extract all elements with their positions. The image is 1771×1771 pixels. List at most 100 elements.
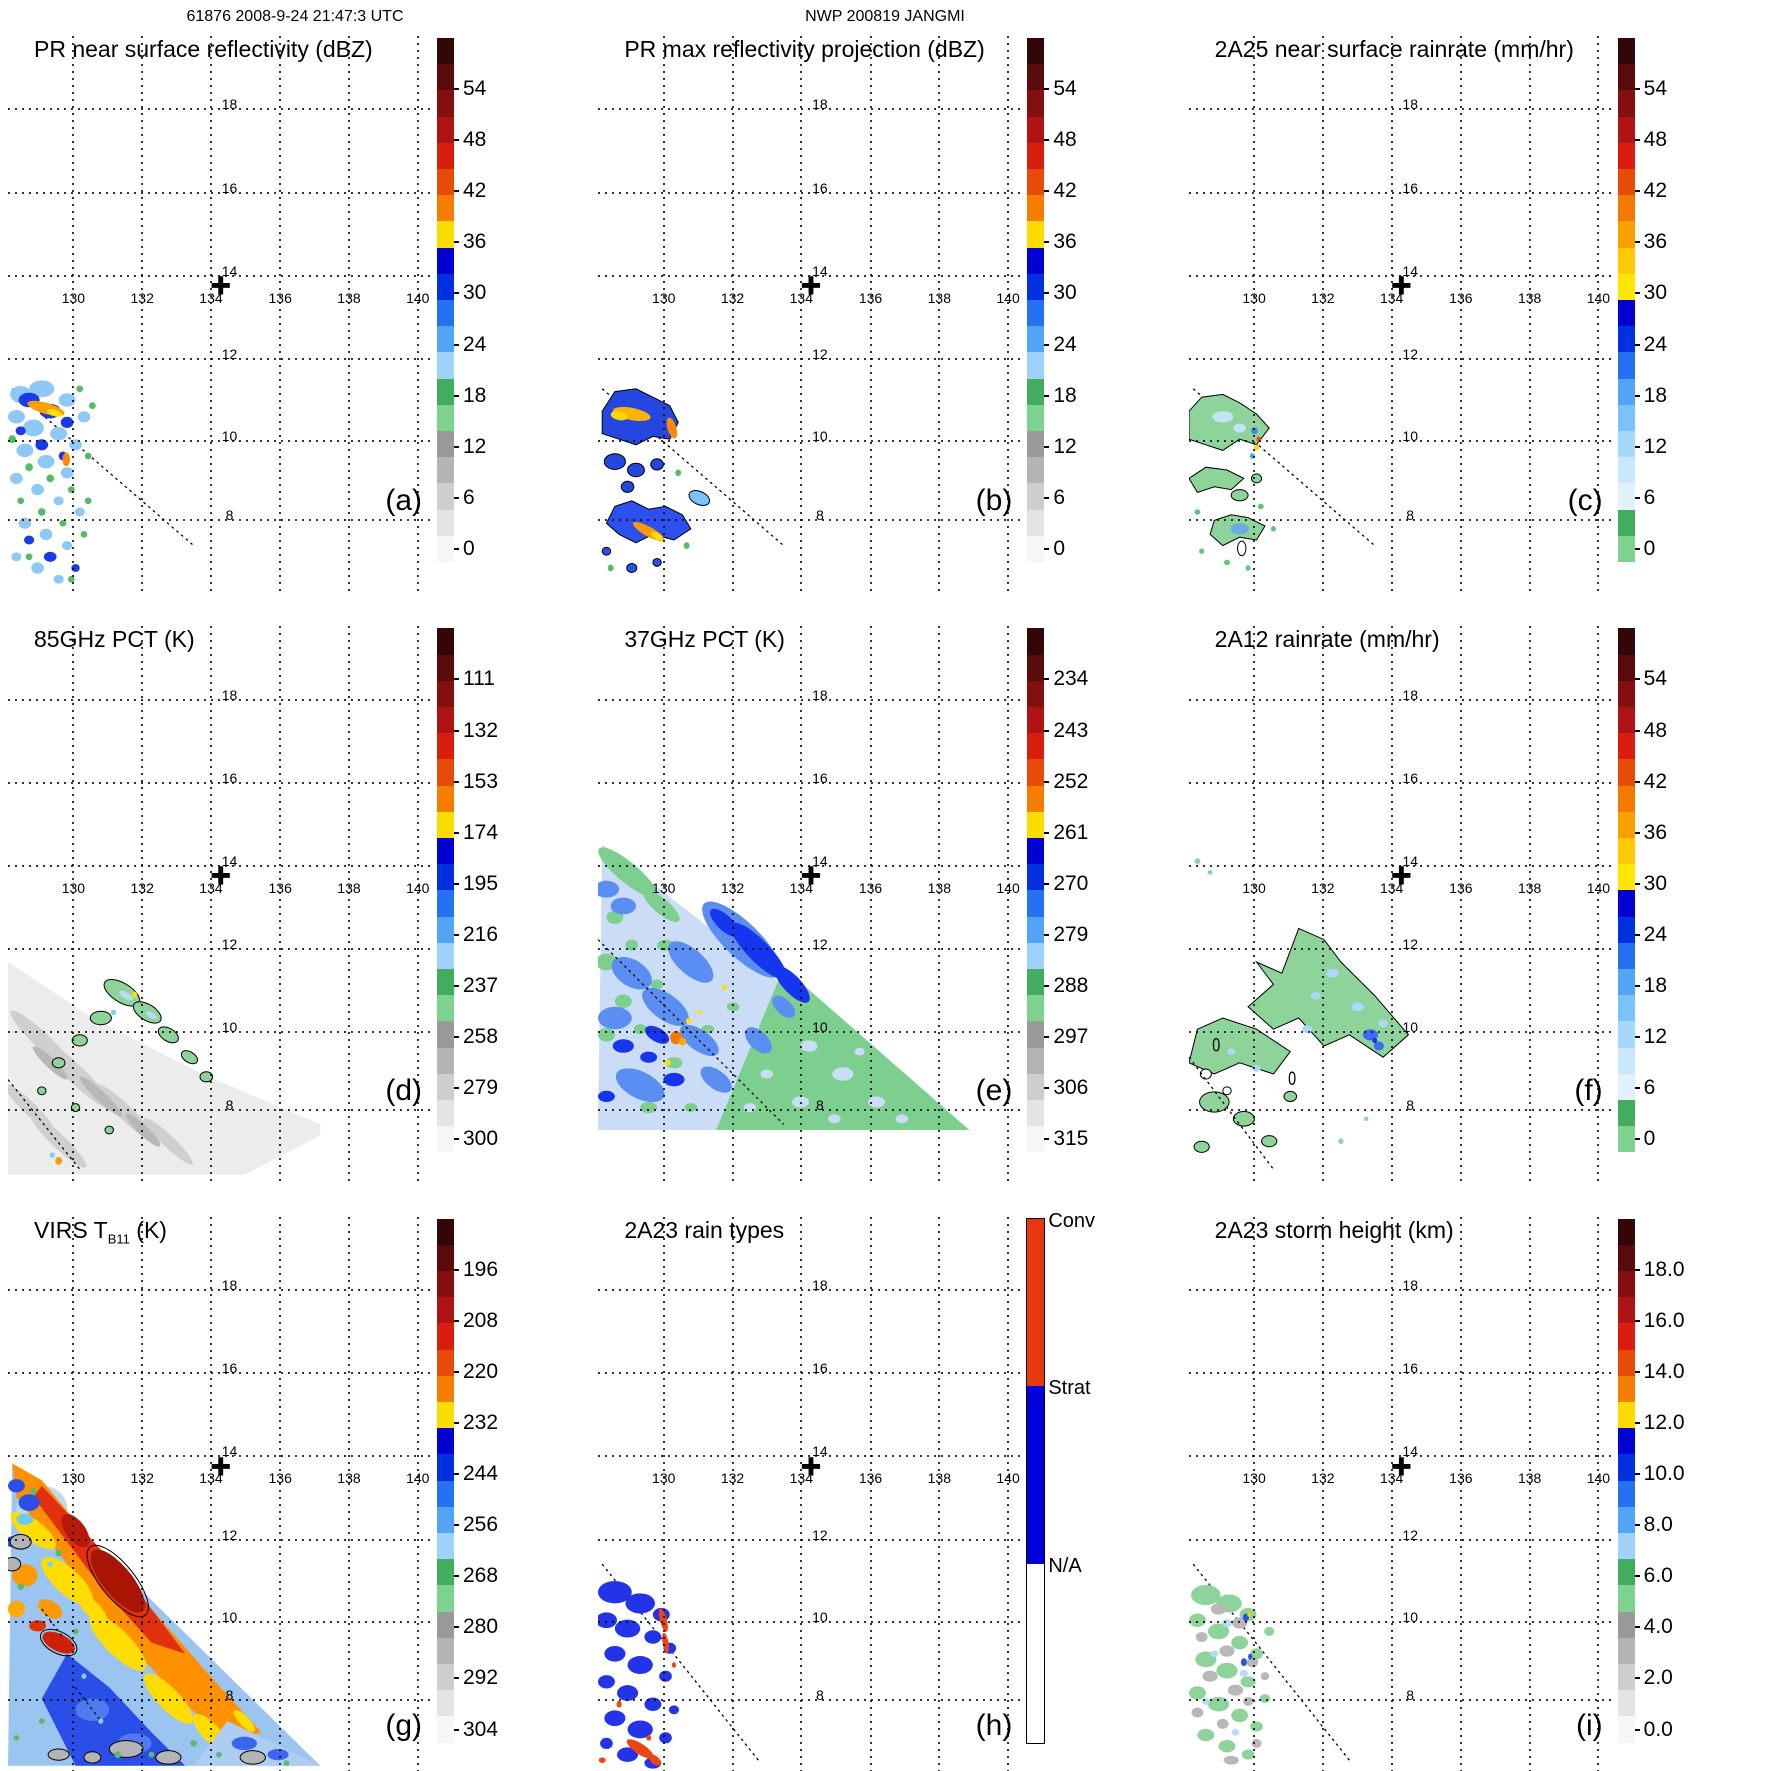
- map-data-layer: [598, 36, 1020, 596]
- panel-letter: (g): [385, 1709, 422, 1743]
- contour-label: 0: [1288, 1069, 1296, 1090]
- lon-tick-label: 132: [130, 880, 154, 897]
- map-feature: [1188, 394, 1269, 450]
- colorbar-segment: [1027, 811, 1045, 838]
- colorbar-tick: [454, 678, 459, 681]
- map-feature: [119, 991, 134, 1001]
- colorbar-tick: [1044, 1138, 1050, 1141]
- colorbar-segment: [1027, 1218, 1045, 1387]
- colorbar-segment: [437, 483, 454, 510]
- colorbar: [1026, 1217, 1046, 1744]
- colorbar-segment: [1027, 916, 1045, 943]
- colorbar-segment: [437, 811, 454, 838]
- gridline-lat: [8, 1455, 430, 1458]
- map-feature: [8, 962, 321, 1176]
- gridline-lat: [598, 1538, 1021, 1541]
- colorbar-segment: [1617, 247, 1635, 274]
- colorbar-segment: [1027, 628, 1045, 655]
- gridline-lon: [1390, 36, 1393, 596]
- map-feature: [644, 1629, 662, 1644]
- gridline-lon: [1390, 626, 1393, 1187]
- colorbar-segment: [437, 942, 454, 969]
- map-feature: [1190, 1584, 1221, 1605]
- lon-tick-label: 138: [927, 1470, 951, 1487]
- map-feature: [79, 1533, 156, 1628]
- map-feature: [610, 897, 637, 915]
- gridline-lon: [662, 626, 665, 1187]
- map-feature: [1231, 1728, 1239, 1736]
- lon-tick-label: 140: [996, 1470, 1020, 1487]
- map-feature: [50, 426, 68, 441]
- colorbar-label: 280: [463, 1615, 499, 1639]
- map-feature: [1211, 411, 1233, 423]
- colorbar-label: 196: [463, 1257, 499, 1281]
- colorbar-segment: [1617, 300, 1635, 327]
- colorbar-segment: [1027, 654, 1045, 681]
- map-feature: [148, 1751, 155, 1758]
- colorbar-segment: [437, 273, 454, 300]
- map-feature: [1239, 1669, 1248, 1677]
- lat-tick-label: 10: [221, 428, 238, 445]
- map-feature: [17, 497, 25, 505]
- gridline-lat: [8, 518, 430, 521]
- colorbar-segment: [1027, 680, 1045, 707]
- contour-label: 0: [1212, 1035, 1220, 1056]
- gridline-lon: [209, 36, 212, 596]
- colorbar-segment: [1027, 195, 1045, 222]
- colorbar-label: 153: [463, 769, 499, 793]
- map-feature: [231, 1736, 257, 1750]
- gridline-lon: [209, 1216, 212, 1771]
- colorbar-tick: [454, 1473, 459, 1476]
- colorbar-label: 42: [1643, 179, 1668, 203]
- colorbar-tick: [454, 139, 459, 142]
- colorbar-label: 6: [463, 485, 475, 509]
- colorbar-segment: [1027, 1047, 1045, 1074]
- gridline-lon: [1459, 626, 1462, 1187]
- colorbar-segment: [1027, 995, 1045, 1022]
- colorbar-label: 0: [463, 536, 475, 560]
- map-feature: [1199, 1092, 1229, 1112]
- colorbar-label: 54: [1643, 667, 1668, 691]
- lat-tick-label: 8: [815, 1097, 824, 1114]
- map-feature: [615, 994, 633, 1009]
- map-feature: [1240, 1657, 1247, 1666]
- map-feature: [1325, 969, 1339, 979]
- colorbar-tick: [1634, 1626, 1640, 1629]
- colorbar-tick: [1634, 678, 1640, 681]
- gridline-lon: [1597, 36, 1600, 596]
- panel-letter: (f): [1574, 1074, 1603, 1108]
- gridline-lon: [1390, 1216, 1393, 1771]
- colorbar-label: 270: [1053, 871, 1089, 895]
- lon-tick-label: 130: [652, 289, 676, 306]
- map-feature: [828, 1114, 841, 1124]
- map-feature: [74, 507, 85, 517]
- colorbar-tick: [1634, 1524, 1640, 1527]
- map-feature: [1377, 1020, 1388, 1028]
- map-feature: [41, 1556, 93, 1605]
- map-feature: [90, 1549, 145, 1613]
- gridline-lon: [1253, 36, 1256, 596]
- map-feature: [617, 1746, 639, 1762]
- lat-tick-label: 14: [812, 1443, 828, 1460]
- lat-tick-label: 12: [1402, 1526, 1418, 1543]
- gridline-lon: [1321, 1216, 1324, 1771]
- lon-tick-label: 136: [1449, 289, 1473, 306]
- lon-tick-label: 130: [652, 880, 676, 897]
- lon-tick-label: 138: [927, 289, 951, 306]
- colorbar-tick: [454, 1319, 459, 1322]
- colorbar-tick: [1044, 831, 1050, 834]
- storm-center-marker-icon: ✚: [1390, 272, 1412, 301]
- map-feature: [58, 393, 76, 407]
- colorbar: [1617, 38, 1635, 562]
- colorbar-segment: [1617, 116, 1635, 143]
- colorbar-segment: [1617, 1218, 1635, 1245]
- colorbar-segment: [1027, 142, 1045, 169]
- colorbar-segment: [1027, 404, 1045, 431]
- map-feature: [1371, 1037, 1377, 1044]
- colorbar-tick: [1634, 1138, 1640, 1141]
- colorbar-segment: [437, 628, 454, 655]
- colorbar-segment: [1617, 431, 1635, 458]
- colorbar-label: 24: [1643, 922, 1668, 946]
- map-feature: [1246, 1612, 1252, 1617]
- colorbar-segment: [437, 1244, 454, 1272]
